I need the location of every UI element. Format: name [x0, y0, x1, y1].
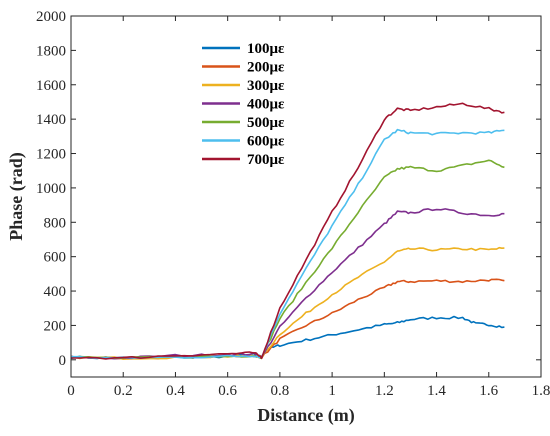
x-tick-label: 0.2: [114, 383, 133, 399]
plot-background: [71, 16, 541, 377]
x-tick-label: 0: [67, 383, 75, 399]
y-axis-title: Phase (rad): [6, 152, 27, 241]
x-tick-label: 0.4: [166, 383, 185, 399]
plot-area: [71, 16, 541, 377]
x-tick-label: 0.6: [218, 383, 237, 399]
series-line-7: [71, 102, 505, 360]
x-tick-label: 1.2: [375, 383, 394, 399]
x-tick-label: 1.6: [479, 383, 498, 399]
series-line-6: [71, 128, 505, 360]
x-tick-label: 1.4: [427, 383, 446, 399]
x-tick-label: 1.8: [532, 383, 550, 399]
legend-label-2: 200με: [247, 60, 285, 76]
y-tick-label: 1000: [36, 181, 66, 197]
series-layer: [70, 102, 505, 360]
legend-label-4: 400με: [247, 97, 285, 113]
y-tick-label: 200: [44, 318, 67, 334]
y-tick-label: 1200: [36, 147, 66, 163]
legend-label-7: 700με: [247, 152, 285, 168]
y-tick-label: 800: [44, 215, 67, 231]
y-tick-label: 0: [59, 353, 67, 369]
legend-label-1: 100με: [247, 41, 285, 57]
legend-label-3: 300με: [247, 78, 285, 94]
legend-label-6: 600με: [247, 134, 285, 150]
y-tick-label: 600: [44, 250, 67, 266]
y-tick-label: 1800: [36, 43, 66, 59]
x-axis-title: Distance (m): [257, 405, 354, 426]
y-tick-label: 2000: [36, 9, 66, 25]
legend: 100με 200με 300με 400με 500με 600με 700με: [202, 41, 285, 168]
y-tick-label: 400: [44, 284, 67, 300]
y-tick-label: 1400: [36, 112, 66, 128]
axes-layer: 0 0.2 0.4 0.6 0.8 1 1.2 1.4 1.6 1.8 0 200 400 600 800 1…: [36, 9, 550, 399]
x-tick-label: 0.8: [271, 383, 290, 399]
axes-box: [70, 15, 542, 378]
legend-label-5: 500με: [247, 115, 285, 131]
y-tick-label: 1600: [36, 78, 66, 94]
x-tick-label: 1: [328, 383, 336, 399]
